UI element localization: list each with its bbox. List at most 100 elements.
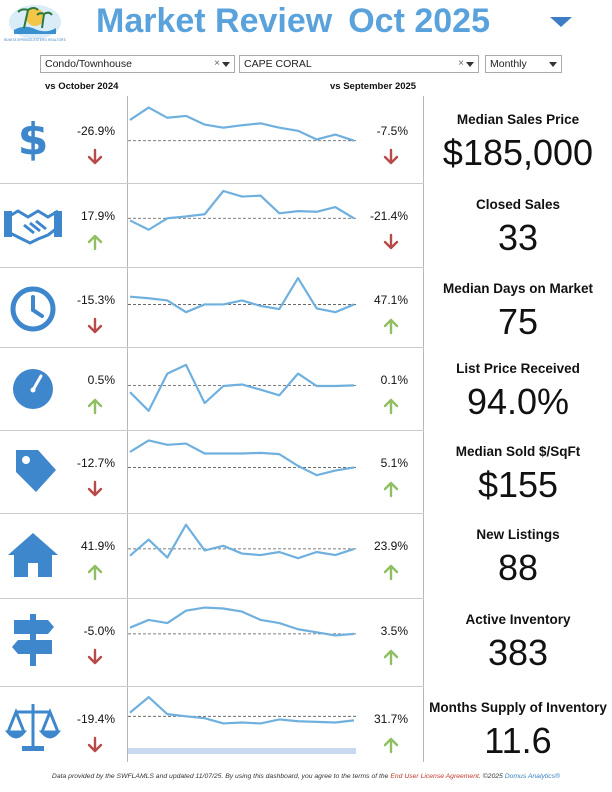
- arrow-down-icon: [86, 736, 104, 754]
- title-date: Oct 2025: [348, 2, 490, 40]
- footer-disclaimer: Data provided by the SWFLAMLS and update…: [0, 773, 612, 780]
- metric-label: Months Supply of Inventory: [429, 700, 607, 715]
- column-divider: [127, 96, 128, 762]
- trend-sparkline: [128, 276, 356, 314]
- mom-change: 5.1%: [380, 456, 408, 470]
- mom-change: 23.9%: [373, 539, 408, 553]
- metric-label: Closed Sales: [475, 197, 561, 212]
- row-divider: [0, 598, 424, 599]
- period-value: Monthly: [490, 58, 527, 70]
- arrow-up-icon: [86, 563, 104, 581]
- row-divider: [0, 430, 424, 431]
- chevron-down-icon[interactable]: [466, 62, 474, 67]
- vs-month-header: vs September 2025: [330, 81, 417, 92]
- trend-line: [129, 606, 355, 637]
- svg-text:$: $: [18, 114, 49, 165]
- mom-change: 3.5%: [380, 624, 408, 638]
- clear-icon[interactable]: ×: [458, 58, 464, 69]
- trend-sparkline: [128, 106, 356, 142]
- metric-value: 33: [497, 217, 539, 258]
- metric-value: $185,000: [442, 132, 594, 173]
- arrow-down-icon: [382, 148, 400, 166]
- metric-value: 88: [497, 547, 539, 588]
- company-link[interactable]: Domus Analytics®: [504, 773, 561, 780]
- trend-line: [129, 363, 355, 412]
- arrow-up-icon: [382, 397, 400, 415]
- column-divider: [423, 96, 424, 762]
- signpost-icon: [4, 610, 62, 670]
- metric-label: Median Days on Market: [442, 281, 594, 296]
- arrow-down-icon: [86, 648, 104, 666]
- arrow-up-icon: [86, 397, 104, 415]
- metric-label: New Listings: [476, 527, 560, 542]
- metric-label: Median Sold $/SqFt: [455, 444, 581, 459]
- mom-change: -7.5%: [376, 124, 408, 138]
- metric-label: Active Inventory: [465, 612, 571, 627]
- trend-sparkline: [128, 695, 356, 754]
- scales-icon: [4, 698, 62, 758]
- metric-value: 11.6: [484, 720, 552, 761]
- row-divider: [0, 513, 424, 514]
- trend-sparkline: [128, 363, 356, 412]
- brand-logo: [4, 2, 66, 48]
- row-divider: [0, 347, 424, 348]
- clear-icon[interactable]: ×: [214, 58, 220, 69]
- arrow-down-icon: [86, 317, 104, 335]
- trend-sparkline: [128, 606, 356, 637]
- yoy-change: -5.0%: [83, 624, 115, 638]
- metric-value: 75: [497, 301, 539, 342]
- row-divider: [0, 267, 424, 268]
- metric-value: 383: [487, 632, 549, 673]
- metric-label: Median Sales Price: [456, 112, 580, 127]
- row-divider: [0, 686, 424, 687]
- city-select[interactable]: CAPE CORAL ×: [239, 55, 479, 73]
- chevron-down-icon[interactable]: [550, 17, 572, 27]
- trend-sparkline: [128, 523, 356, 560]
- trend-line: [129, 695, 355, 725]
- yoy-change: 41.9%: [80, 539, 115, 553]
- chevron-down-icon[interactable]: [549, 62, 557, 67]
- period-select[interactable]: Monthly: [485, 55, 562, 73]
- scroll-band: [128, 748, 356, 754]
- trend-sparkline: [128, 189, 356, 231]
- metric-label: List Price Received: [456, 361, 580, 376]
- chevron-down-icon[interactable]: [222, 62, 230, 67]
- clock-icon: [4, 279, 62, 339]
- house-icon: [4, 525, 62, 585]
- handshake-icon: [4, 195, 62, 255]
- trend-line: [129, 189, 355, 231]
- arrow-up-icon: [86, 233, 104, 251]
- mom-change: 47.1%: [373, 293, 408, 307]
- yoy-change: -26.9%: [76, 124, 115, 138]
- arrow-up-icon: [382, 648, 400, 666]
- footer-text: Data provided by the SWFLAMLS and update…: [51, 773, 391, 780]
- arrow-down-icon: [86, 480, 104, 498]
- row-divider: [0, 183, 424, 184]
- eula-link[interactable]: End User License Agreement: [390, 773, 479, 780]
- tag-icon: [4, 442, 62, 502]
- mom-change: 31.7%: [373, 712, 408, 726]
- yoy-change: -19.4%: [76, 712, 115, 726]
- gauge-icon: [4, 359, 62, 419]
- trend-line: [129, 106, 355, 142]
- yoy-change: 0.5%: [87, 373, 115, 387]
- trend-line: [129, 523, 355, 560]
- yoy-change: -12.7%: [76, 456, 115, 470]
- property-type-value: Condo/Townhouse: [45, 58, 132, 70]
- arrow-up-icon: [382, 563, 400, 581]
- metric-value: $155: [477, 464, 559, 505]
- city-value: CAPE CORAL: [244, 58, 312, 70]
- trend-line: [129, 276, 355, 314]
- property-type-select[interactable]: Condo/Townhouse ×: [40, 55, 235, 73]
- arrow-up-icon: [382, 317, 400, 335]
- arrow-down-icon: [382, 233, 400, 251]
- trend-line: [129, 439, 355, 477]
- mom-change: 0.1%: [380, 373, 408, 387]
- yoy-change: -15.3%: [76, 293, 115, 307]
- dollar-icon: $: [4, 110, 62, 170]
- vs-year-header: vs October 2024: [45, 81, 119, 92]
- arrow-up-icon: [382, 480, 400, 498]
- arrow-down-icon: [86, 148, 104, 166]
- yoy-change: 17.9%: [80, 209, 115, 223]
- metric-value: 94.0%: [466, 381, 570, 422]
